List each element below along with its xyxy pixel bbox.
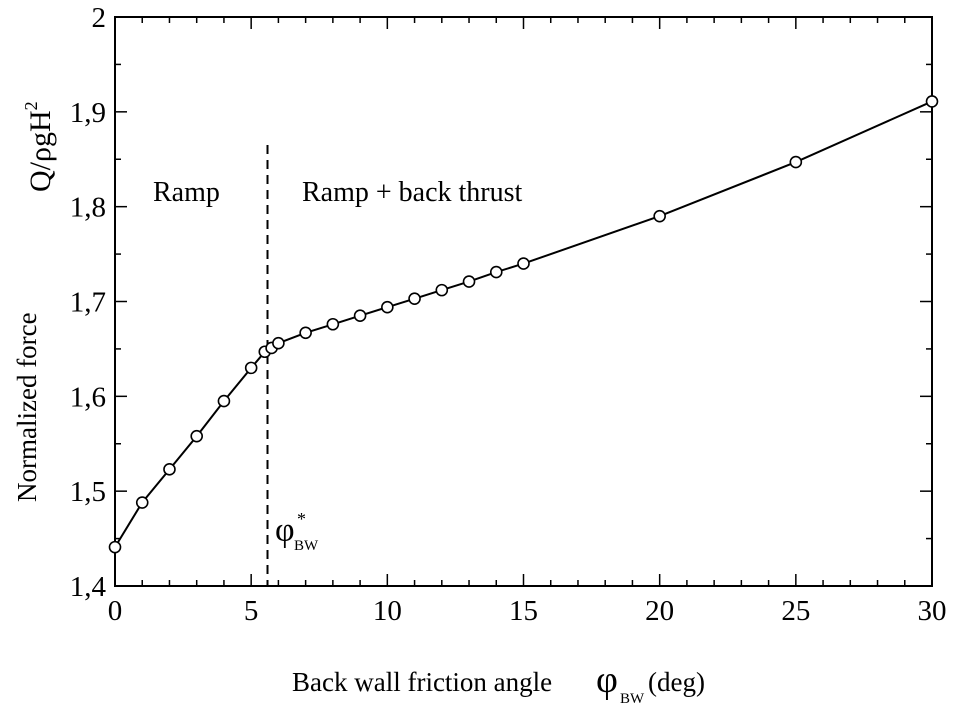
- y-axis-label: Q/ρgH2 Normalized force: [12, 101, 57, 502]
- y-tick-label: 1,5: [70, 476, 106, 508]
- threshold-label: φ * BW: [275, 509, 319, 554]
- x-tick-label: 25: [781, 595, 810, 627]
- data-point: [517, 257, 530, 270]
- data-point: [408, 292, 421, 305]
- y-axis-label-bottom: Normalized force: [12, 312, 42, 502]
- y-tick-label: 1,8: [70, 192, 106, 224]
- y-axis-label-top-sup: 2: [21, 101, 41, 110]
- data-point: [244, 361, 258, 375]
- y-tick-label: 2: [92, 2, 107, 34]
- data-point: [489, 265, 503, 279]
- x-axis-label-unit: (deg): [648, 667, 705, 697]
- data-point: [653, 209, 666, 223]
- threshold-sup: *: [297, 509, 306, 529]
- y-tick-label: 1,6: [70, 381, 106, 413]
- data-point: [299, 326, 312, 340]
- x-tick-label: 20: [645, 595, 674, 627]
- data-point: [272, 336, 285, 350]
- data-point: [163, 463, 176, 476]
- x-axis-label-symbol: φ: [596, 659, 618, 701]
- data-point: [925, 95, 939, 108]
- x-axis-label: Back wall friction angle φ BW (deg): [292, 659, 705, 707]
- data-point: [135, 496, 149, 509]
- y-tick-label: 1,4: [70, 571, 107, 603]
- data-point: [353, 309, 367, 323]
- series-group: [108, 95, 939, 554]
- data-point: [326, 317, 340, 331]
- data-point: [190, 429, 203, 443]
- y-tick-label: 1,7: [70, 287, 106, 319]
- data-point: [789, 155, 803, 169]
- data-point: [108, 540, 122, 554]
- region-label-ramp: Ramp: [153, 177, 220, 208]
- data-point: [435, 283, 449, 297]
- region-label-ramp-back-thrust: Ramp + back thrust: [302, 177, 523, 208]
- x-tick-label: 0: [108, 595, 123, 627]
- y-tick-label: 1,9: [70, 97, 106, 129]
- data-point: [462, 275, 476, 288]
- x-tick-label: 5: [244, 595, 259, 627]
- threshold-sub: BW: [294, 538, 319, 554]
- x-axis-label-sub: BW: [620, 691, 645, 707]
- data-point: [217, 394, 231, 408]
- x-tick-label: 10: [373, 595, 402, 627]
- x-axis-label-main: Back wall friction angle: [292, 667, 559, 697]
- y-axis-label-top: Q/ρgH2: [21, 101, 57, 192]
- data-point: [381, 300, 394, 314]
- axes: 0 5 10 15 20 25 30 1,4 1,5 1,6 1,7 1,8 1,9 2: [70, 2, 947, 627]
- y-axis-label-top-text: Q/ρgH: [24, 110, 57, 192]
- x-tick-label: 15: [509, 595, 538, 627]
- series-line: [114, 100, 933, 548]
- x-tick-label: 30: [918, 595, 947, 627]
- plot-frame: [114, 16, 933, 587]
- threshold-symbol: φ: [275, 512, 295, 549]
